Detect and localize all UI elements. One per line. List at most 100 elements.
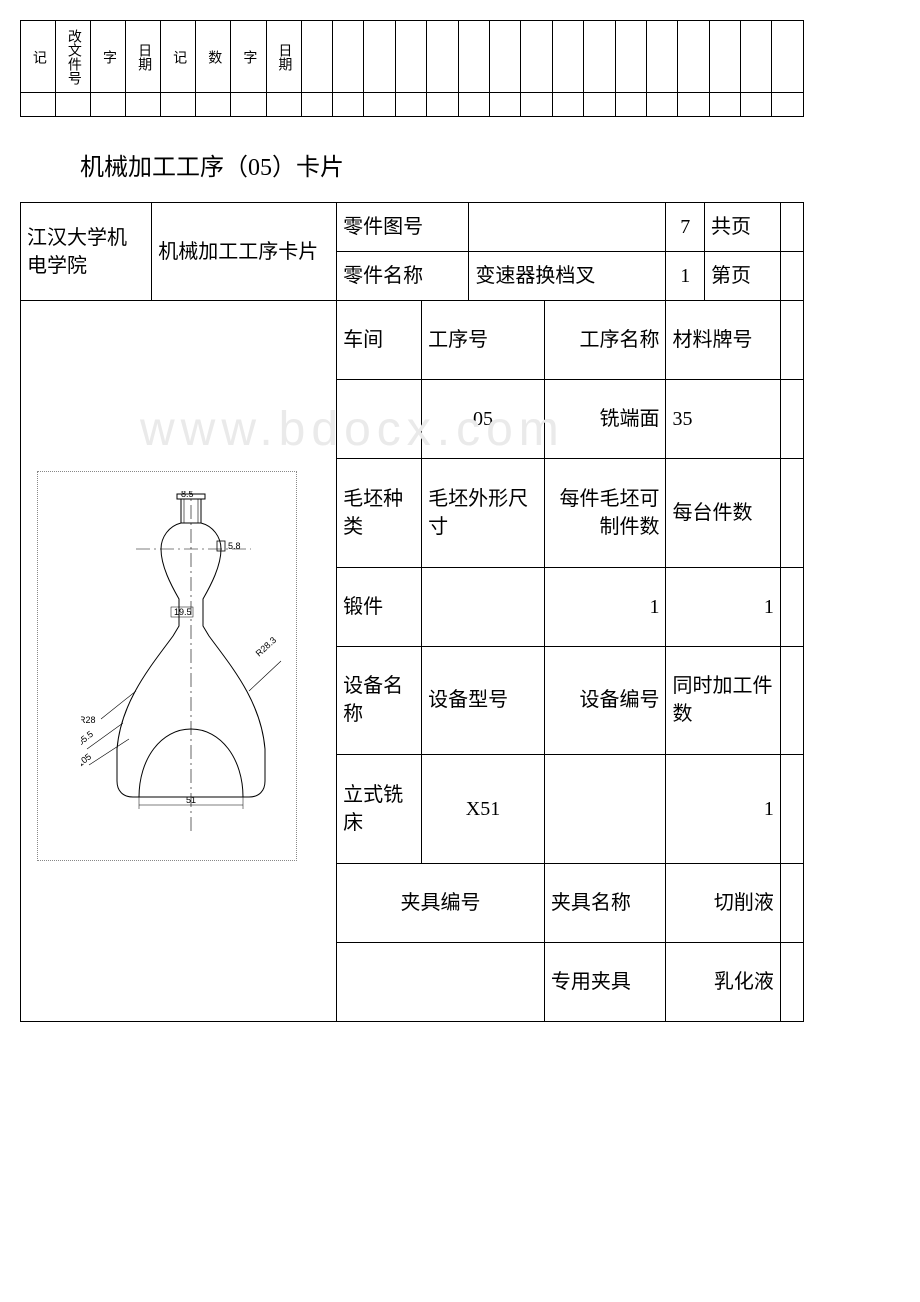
sig-cell: [552, 21, 583, 93]
part-name-label: 零件名称: [337, 252, 469, 301]
empty-cell: [709, 93, 740, 117]
empty-cell: [364, 93, 395, 117]
sig-cell: 字: [231, 21, 266, 93]
blank-cell: [780, 755, 803, 864]
page-label: 第页: [704, 252, 780, 301]
empty-cell: [301, 93, 332, 117]
pieces-per-set-value: 1: [666, 567, 780, 646]
fixture-no-value: [337, 942, 545, 1021]
sig-cell: [615, 21, 646, 93]
signature-row-labels: 记 改文件号 字 日期 记 数 字 日期: [21, 21, 804, 93]
fixture-name-value: 专用夹具: [544, 942, 666, 1021]
process-name-label: 工序名称: [544, 301, 666, 380]
empty-cell: [521, 93, 552, 117]
sig-cell: [584, 21, 615, 93]
part-number-value: [469, 203, 666, 252]
empty-cell: [91, 93, 126, 117]
simul-pieces-label: 同时加工件数: [666, 646, 780, 755]
sig-cell: [364, 21, 395, 93]
coolant-value: 乳化液: [666, 942, 780, 1021]
svg-text:R105.5: R105.5: [81, 729, 95, 755]
blank-type-label: 毛坯种类: [337, 459, 422, 568]
svg-text:R105: R105: [81, 751, 93, 772]
svg-text:R28.3: R28.3: [254, 635, 279, 659]
workshop-value: [337, 380, 422, 459]
sig-cell: 日期: [266, 21, 301, 93]
sig-cell: 数: [196, 21, 231, 93]
simul-pieces-value: 1: [666, 755, 780, 864]
institution-cell: 江汉大学机电学院: [21, 203, 152, 301]
empty-cell: [56, 93, 91, 117]
empty-cell: [615, 93, 646, 117]
empty-cell: [231, 93, 266, 117]
pieces-per-blank-value: 1: [544, 567, 666, 646]
signature-row-empty: [21, 93, 804, 117]
svg-text:5.8: 5.8: [228, 541, 241, 551]
empty-cell: [678, 93, 709, 117]
process-no-value: 05: [422, 380, 545, 459]
sig-cell: 日期: [126, 21, 161, 93]
page-heading: 机械加工工序（05）卡片: [80, 147, 900, 182]
drawing-cell: 25.5 8.5 5.8 19.5: [21, 301, 337, 1022]
material-label: 材料牌号: [666, 301, 780, 380]
equip-model-value: X51: [422, 755, 545, 864]
sig-cell: [458, 21, 489, 93]
blank-cell: [780, 646, 803, 755]
process-name-value: 铣端面: [544, 380, 666, 459]
sig-cell: 记: [161, 21, 196, 93]
empty-cell: [161, 93, 196, 117]
sig-cell: 字: [91, 21, 126, 93]
equip-model-label: 设备型号: [422, 646, 545, 755]
blank-cell: [780, 203, 803, 252]
empty-cell: [772, 93, 804, 117]
empty-cell: [646, 93, 677, 117]
blank-cell: [780, 459, 803, 568]
part-drawing-icon: 25.5 8.5 5.8 19.5: [81, 491, 301, 831]
process-no-label: 工序号: [422, 301, 545, 380]
blank-cell: [780, 380, 803, 459]
empty-cell: [552, 93, 583, 117]
coolant-label: 切削液: [666, 863, 780, 942]
empty-cell: [458, 93, 489, 117]
svg-text:8.5: 8.5: [181, 491, 194, 499]
workshop-label: 车间: [337, 301, 422, 380]
blank-cell: [780, 252, 803, 301]
empty-cell: [21, 93, 56, 117]
sig-cell: [678, 21, 709, 93]
card-title-cell: 机械加工工序卡片: [152, 203, 337, 301]
total-pages-label: 共页: [704, 203, 780, 252]
svg-text:19.5: 19.5: [174, 607, 192, 617]
sig-cell: [301, 21, 332, 93]
part-name-value: 变速器换档叉: [469, 252, 666, 301]
empty-cell: [741, 93, 772, 117]
sig-cell: [333, 21, 364, 93]
sig-cell: [646, 21, 677, 93]
blank-size-label: 毛坯外形尺寸: [422, 459, 545, 568]
fixture-no-label: 夹具编号: [337, 863, 545, 942]
empty-cell: [126, 93, 161, 117]
equip-no-label: 设备编号: [544, 646, 666, 755]
empty-cell: [584, 93, 615, 117]
process-card-table: 江汉大学机电学院 机械加工工序卡片 零件图号 7 共页 零件名称 变速器换档叉 …: [20, 202, 804, 1022]
blank-cell: [780, 301, 803, 380]
equip-no-value: [544, 755, 666, 864]
signature-strip-table: 记 改文件号 字 日期 记 数 字 日期: [20, 20, 804, 117]
page-value: 1: [666, 252, 705, 301]
pieces-per-blank-label: 每件毛坯可制件数: [544, 459, 666, 568]
sig-cell: [427, 21, 458, 93]
sig-cell: [489, 21, 520, 93]
empty-cell: [196, 93, 231, 117]
blank-type-value: 锻件: [337, 567, 422, 646]
empty-cell: [266, 93, 301, 117]
equip-name-value: 立式铣床: [337, 755, 422, 864]
sig-cell: [709, 21, 740, 93]
empty-cell: [427, 93, 458, 117]
svg-text:R28: R28: [81, 715, 96, 725]
material-value: 35: [666, 380, 780, 459]
blank-cell: [780, 567, 803, 646]
empty-cell: [395, 93, 426, 117]
empty-cell: [489, 93, 520, 117]
sig-cell: [741, 21, 772, 93]
sig-cell: [521, 21, 552, 93]
sig-cell: 记: [21, 21, 56, 93]
